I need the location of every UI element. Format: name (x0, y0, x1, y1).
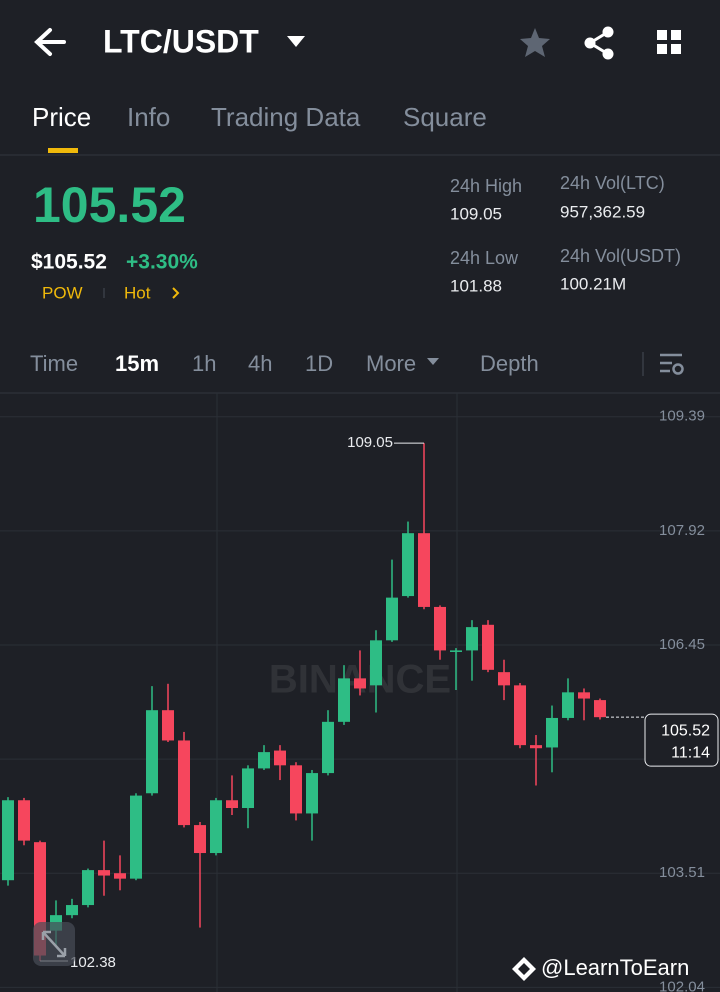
fullscreen-button[interactable] (33, 922, 75, 966)
stat-label: 24h Vol(LTC) (560, 173, 665, 193)
stat-label: 24h Low (450, 248, 519, 268)
y-tick-label: 102.04 (659, 978, 705, 992)
candle-body (562, 692, 574, 718)
candle-body (418, 533, 430, 607)
candle-body (386, 597, 398, 641)
candle-body (354, 678, 366, 689)
candle-body (594, 700, 606, 718)
stat-label: 24h High (450, 176, 522, 196)
interval[interactable]: 15m (115, 351, 159, 376)
candle-body (146, 710, 158, 794)
y-tick-label: 109.39 (659, 408, 705, 425)
tab[interactable]: Trading Data (211, 102, 361, 132)
candle-body (178, 740, 190, 826)
y-tick-label: 107.92 (659, 522, 705, 539)
interval[interactable]: More (366, 351, 416, 376)
tab[interactable]: Price (32, 102, 91, 132)
candle-body (274, 750, 286, 766)
interval[interactable]: 4h (248, 351, 272, 376)
candle-body (546, 717, 558, 748)
candle-body (242, 768, 254, 809)
last-price: 105.52 (33, 177, 186, 233)
y-tick-label: 103.51 (659, 864, 705, 881)
interval[interactable]: 1h (192, 351, 216, 376)
favorite-icon[interactable] (520, 28, 550, 57)
interval[interactable]: Time (30, 351, 78, 376)
candle-body (226, 800, 238, 809)
candle-body (258, 752, 270, 769)
stat-value: 100.21M (560, 274, 626, 293)
candle-body (114, 873, 126, 879)
interval[interactable]: 1D (305, 351, 333, 376)
credit: @LearnToEarn (541, 955, 689, 980)
candle-body (514, 685, 526, 746)
tab[interactable]: Info (127, 102, 170, 132)
tab[interactable]: Square (403, 102, 487, 132)
last-price-label: 105.52 (661, 722, 710, 739)
candle-body (450, 650, 462, 652)
candle-body (290, 765, 302, 814)
back-button[interactable] (34, 28, 66, 56)
tag[interactable]: POW (42, 283, 83, 302)
stat-label: 24h Vol(USDT) (560, 246, 681, 266)
candle-body (434, 606, 446, 651)
grid-menu-icon[interactable] (657, 30, 681, 54)
y-tick-label: 106.45 (659, 636, 705, 653)
share-icon[interactable] (584, 26, 614, 60)
last-price-time: 11:14 (671, 744, 710, 761)
high-label: 109.05 (347, 434, 393, 451)
last-price-box (644, 713, 719, 767)
stat-value: 957,362.59 (560, 202, 645, 221)
chart-settings-icon[interactable] (660, 353, 684, 375)
stat-value: 109.05 (450, 204, 502, 223)
candle-body (162, 710, 174, 741)
candle-body (578, 692, 590, 699)
candle-body (466, 627, 478, 651)
candle-body (98, 870, 110, 876)
candle-body (194, 825, 206, 854)
price-usd: $105.52 (31, 251, 107, 274)
candle-body (82, 870, 94, 906)
candle-body (530, 745, 542, 749)
interval[interactable]: Depth (480, 351, 539, 376)
credit-logo (512, 957, 536, 981)
tag[interactable]: Hot (124, 283, 151, 302)
chevron (172, 287, 180, 299)
candle-body (2, 800, 14, 881)
tab-indicator (48, 148, 78, 153)
candle-body (210, 800, 222, 854)
candle-body (498, 672, 510, 686)
candle-body (322, 721, 334, 774)
candle-body (482, 624, 494, 670)
candle-body (370, 640, 382, 686)
candle-body (66, 905, 78, 916)
candle-body (18, 800, 30, 841)
price-change: +3.30% (126, 251, 198, 274)
pair-title[interactable]: LTC/USDT (103, 23, 259, 59)
pair-dropdown[interactable] (287, 36, 305, 47)
stat-value: 101.88 (450, 276, 502, 295)
candle-body (338, 678, 350, 722)
candle-body (130, 795, 142, 879)
candle-body (402, 533, 414, 597)
low-label: 102.38 (70, 954, 116, 971)
candle-chart: BINANCE109.39107.92106.45104.98103.51102… (0, 408, 720, 992)
candle-body (306, 773, 318, 814)
more-dropdown[interactable] (427, 358, 439, 365)
